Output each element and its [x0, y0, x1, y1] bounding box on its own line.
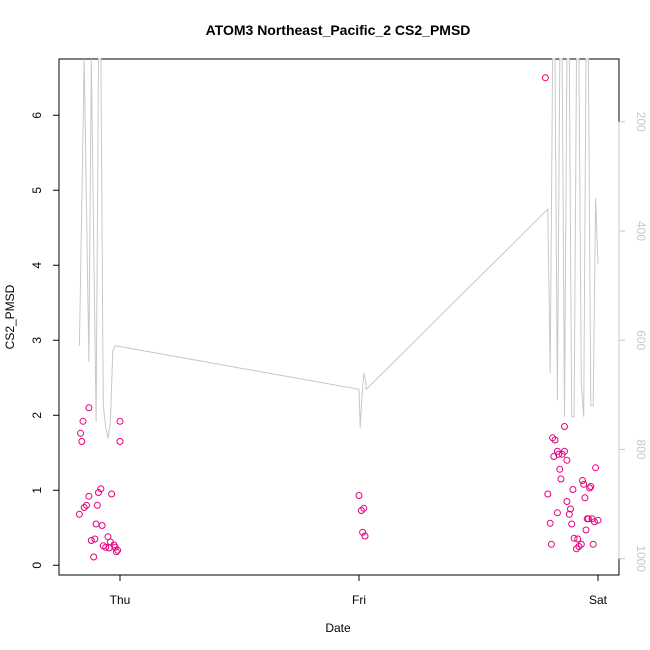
data-point	[592, 464, 600, 472]
data-point	[561, 423, 568, 430]
data-point	[108, 490, 116, 498]
data-point	[541, 74, 549, 82]
data-point	[567, 505, 574, 513]
x-tick-label: Sat	[589, 593, 608, 607]
data-point	[85, 404, 93, 412]
data-point	[553, 509, 561, 517]
y-axis: 0 1 2 3 4 5 6	[30, 112, 60, 569]
data-point	[569, 486, 577, 493]
depth-line-layer	[78, 58, 599, 439]
chart-title: ATOM3 Northeast_Pacific_2 CS2_PMSD	[206, 22, 471, 38]
data-point	[357, 507, 365, 514]
x-axis: Thu Fri Sat	[110, 574, 608, 607]
data-point	[116, 438, 124, 445]
data-point	[361, 532, 369, 540]
plot-frame	[58, 58, 620, 576]
data-point	[544, 490, 552, 498]
depth-line	[78, 58, 599, 439]
y-tick-label: 6	[30, 112, 44, 119]
data-point	[93, 501, 101, 509]
data-point	[546, 519, 554, 527]
y2-tick-label: 400	[634, 221, 648, 241]
data-point	[98, 522, 106, 529]
data-point	[91, 535, 99, 543]
data-point	[557, 475, 565, 483]
data-point	[360, 504, 368, 512]
data-point	[78, 438, 86, 445]
y-tick-label: 5	[30, 187, 44, 194]
data-point	[570, 534, 578, 542]
data-point	[85, 492, 93, 500]
y2-tick-label: 1000	[634, 545, 648, 572]
y2-tick-label: 600	[634, 330, 648, 350]
data-point	[355, 492, 363, 499]
data-point	[555, 450, 563, 458]
data-point	[579, 477, 586, 484]
data-point	[83, 501, 90, 509]
data-point	[590, 518, 598, 526]
y-tick-label: 3	[30, 337, 44, 344]
data-point	[582, 526, 590, 534]
x-tick-label: Fri	[352, 593, 366, 607]
y2-tick-label: 200	[634, 112, 648, 132]
x-tick-label: Thu	[110, 593, 131, 607]
data-point	[87, 537, 95, 544]
x-axis-label: Date	[325, 621, 351, 635]
data-point	[79, 417, 87, 425]
depth-axis-right: 200 400 600 800 1000	[618, 112, 648, 572]
data-point	[116, 417, 124, 425]
points-layer	[75, 74, 602, 561]
data-point	[594, 516, 602, 524]
data-point	[584, 515, 592, 523]
y-tick-label: 4	[30, 262, 44, 269]
y-tick-label: 1	[30, 487, 44, 494]
data-point	[580, 480, 588, 488]
data-point	[75, 510, 83, 518]
data-point	[97, 485, 105, 493]
data-point	[112, 548, 120, 556]
data-point	[549, 434, 557, 442]
data-point	[561, 447, 568, 455]
data-point	[577, 540, 585, 548]
data-point	[586, 484, 594, 492]
data-point	[95, 489, 102, 496]
data-point	[575, 543, 583, 550]
data-point	[359, 528, 367, 536]
y-tick-label: 2	[30, 412, 44, 419]
y2-tick-label: 800	[634, 439, 648, 459]
data-point	[563, 456, 571, 464]
data-point	[587, 483, 595, 490]
data-point	[581, 494, 589, 502]
y-tick-label: 0	[30, 562, 44, 569]
data-point	[102, 543, 110, 551]
data-point	[110, 541, 118, 549]
data-point	[80, 504, 88, 511]
data-point	[563, 498, 571, 505]
data-point	[90, 553, 98, 561]
data-point	[573, 545, 580, 553]
data-point	[556, 465, 564, 473]
data-point	[589, 540, 597, 548]
data-point	[77, 429, 85, 437]
data-point	[568, 520, 576, 528]
data-point	[92, 520, 100, 528]
data-point	[574, 535, 582, 543]
data-point	[547, 540, 555, 548]
data-point	[551, 436, 559, 444]
data-point	[565, 510, 573, 518]
y-axis-label: CS2_PMSD	[3, 284, 17, 349]
